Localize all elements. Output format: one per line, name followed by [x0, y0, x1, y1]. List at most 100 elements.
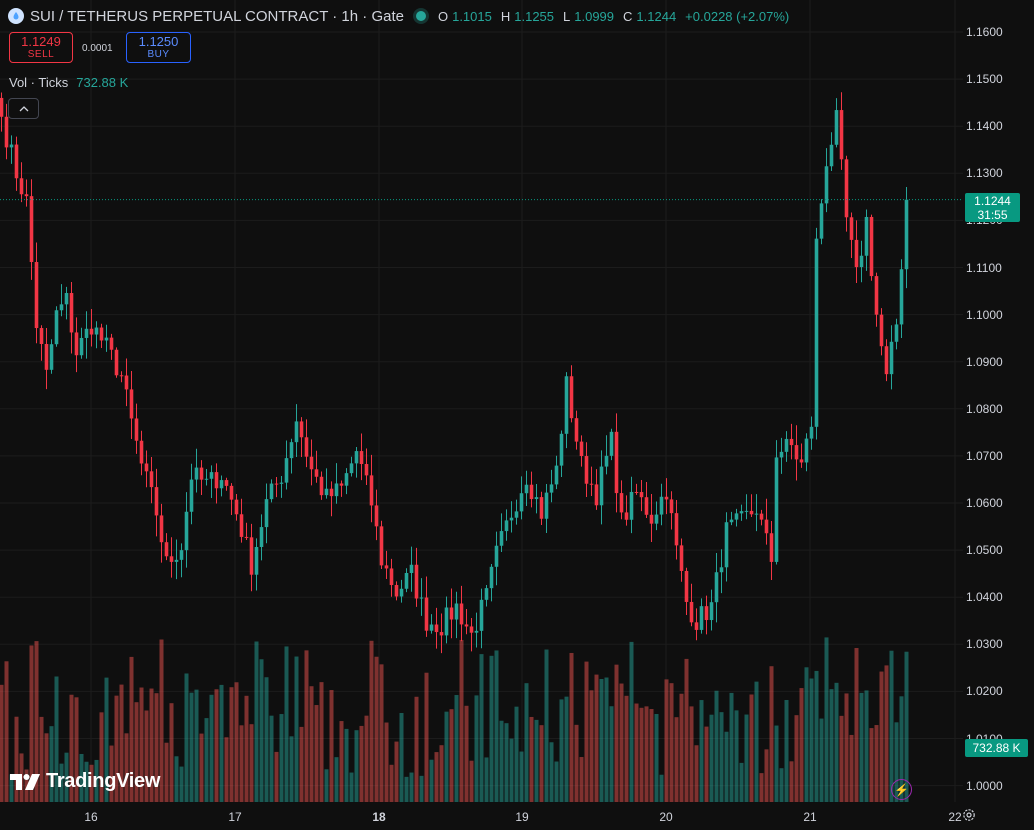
candle-body — [874, 276, 879, 315]
volume-bar — [584, 661, 589, 802]
volume-bar — [144, 710, 149, 802]
volume-bar — [484, 757, 489, 802]
candle-body — [734, 513, 739, 520]
tradingview-logo-icon — [10, 773, 40, 790]
candle-body — [284, 458, 289, 483]
candle-body — [164, 542, 169, 557]
candle-body — [9, 144, 14, 148]
price-tick-label: 1.0900 — [966, 354, 1003, 369]
brand-name: TradingView — [46, 770, 161, 792]
volume-bar — [319, 682, 324, 802]
volume-bar — [259, 659, 264, 802]
buy-button[interactable]: 1.1250 BUY — [126, 32, 191, 63]
volume-bar — [109, 745, 114, 802]
candle-body — [309, 456, 314, 470]
candle-body — [559, 433, 564, 466]
candle-body — [764, 519, 769, 534]
candle-body — [469, 626, 474, 633]
candle-body — [399, 588, 404, 597]
volume-bar — [359, 725, 364, 802]
change-value: +0.0228 (+2.07%) — [685, 8, 790, 24]
collapse-legend-button[interactable] — [8, 98, 39, 119]
candle-body — [189, 479, 194, 512]
candle-body — [844, 159, 849, 218]
volume-bar — [549, 742, 554, 802]
volume-bar — [219, 684, 224, 802]
candle-body — [209, 472, 214, 479]
candle-body — [364, 464, 369, 476]
volume-bar — [624, 695, 629, 802]
time-tick-label: 16 — [84, 810, 98, 824]
price-tick-label: 1.0800 — [966, 401, 1003, 416]
lightning-icon[interactable]: ⚡ — [891, 779, 912, 800]
open-key: O — [437, 8, 449, 24]
volume-bar — [369, 640, 374, 802]
volume-bar — [904, 651, 909, 802]
volume-bar — [304, 650, 309, 802]
volume-bar — [514, 706, 519, 802]
volume-bar — [574, 724, 579, 802]
candle-body — [424, 597, 429, 631]
candle-body — [349, 463, 354, 474]
current-price-value: 1.1244 — [974, 194, 1011, 208]
volume-bar — [134, 702, 139, 802]
tradingview-logo[interactable]: TradingView — [10, 770, 160, 793]
symbol-title[interactable]: SUI / TETHERUS PERPETUAL CONTRACT · 1h ·… — [30, 7, 404, 25]
volume-bar — [884, 665, 889, 802]
candle-body — [524, 484, 529, 494]
volume-bar — [419, 775, 424, 802]
candle-body — [279, 482, 284, 484]
candle-body — [494, 545, 499, 567]
volume-bar — [729, 692, 734, 802]
volume-bar — [654, 713, 659, 802]
candle-body — [584, 456, 589, 484]
price-tick-label: 1.1600 — [966, 25, 1003, 39]
gear-icon[interactable] — [962, 808, 976, 822]
price-tick-label: 1.0000 — [966, 778, 1003, 793]
candle-body — [274, 483, 279, 485]
chart-header[interactable]: SUI / TETHERUS PERPETUAL CONTRACT · 1h ·… — [8, 6, 794, 26]
candle-body — [694, 622, 699, 630]
volume-bar — [249, 724, 254, 802]
volume-bar — [774, 725, 779, 802]
volume-bar — [44, 733, 49, 802]
sell-button[interactable]: 1.1249 SELL — [9, 32, 73, 63]
volume-bar — [874, 725, 879, 802]
price-tick-label: 1.0200 — [966, 684, 1003, 699]
time-tick-label: 20 — [659, 810, 673, 824]
candle-body — [449, 607, 454, 620]
candle-body — [609, 431, 614, 456]
price-tick-label: 1.1300 — [966, 166, 1003, 181]
volume-bar — [209, 694, 214, 802]
sui-logo-icon — [8, 8, 24, 24]
candle-body — [94, 327, 99, 335]
volume-bar — [354, 730, 359, 802]
volume-bar — [264, 677, 269, 802]
volume-bar — [639, 707, 644, 802]
candle-body — [904, 199, 909, 270]
close-key: C — [623, 8, 633, 24]
candle-body — [404, 572, 409, 589]
volume-bar — [679, 693, 684, 802]
volume-bar — [99, 712, 104, 802]
candle-body — [669, 499, 674, 514]
candle-body — [859, 255, 864, 268]
candle-body — [124, 375, 129, 390]
volume-bar — [329, 690, 334, 802]
volume-bar — [704, 726, 709, 802]
volume-bar — [744, 714, 749, 802]
candle-body — [434, 624, 439, 633]
candle-body — [429, 624, 434, 631]
candle-body — [79, 337, 84, 356]
candle-body — [879, 314, 884, 347]
volume-legend[interactable]: Vol · Ticks 732.88 K — [9, 75, 128, 90]
price-tick-label: 1.0600 — [966, 496, 1003, 510]
candle-body — [839, 110, 844, 160]
volume-bar — [14, 716, 19, 802]
candle-body — [254, 546, 259, 575]
volume-bar — [599, 679, 604, 802]
candle-body — [144, 463, 149, 472]
volume-bar — [699, 700, 704, 802]
volume-bar — [674, 717, 679, 802]
